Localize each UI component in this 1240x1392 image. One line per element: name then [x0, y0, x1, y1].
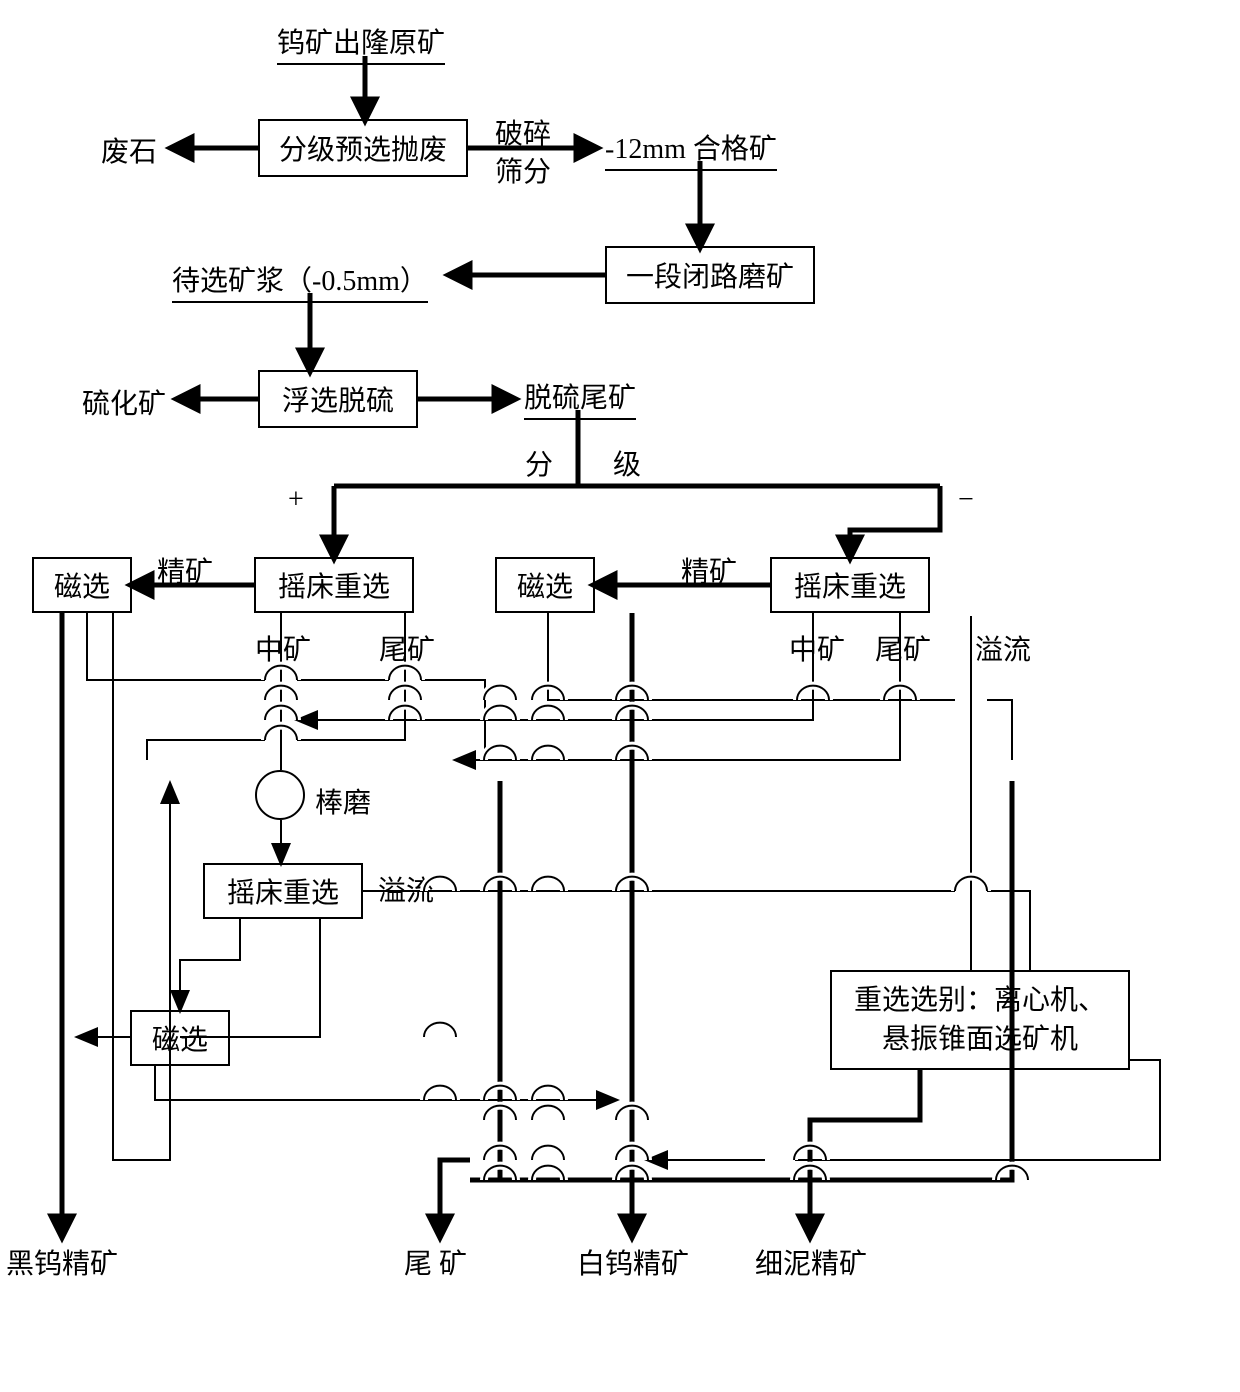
mag2-box: 磁选	[495, 557, 595, 613]
wei2-label: 尾矿	[875, 628, 931, 668]
rod-mill-circle	[255, 770, 305, 820]
out-fine-label: 细泥精矿	[755, 1242, 867, 1282]
zhong1-label: 中矿	[255, 628, 311, 668]
flowchart-edges	[0, 0, 1240, 1392]
grind1-box: 一段闭路磨矿	[605, 246, 815, 304]
overflow2-label: 溢流	[378, 869, 434, 909]
shake1-box: 摇床重选	[254, 557, 414, 613]
out-white-label: 白钨精矿	[577, 1242, 689, 1282]
pulp-label: 待选矿浆（-0.5mm）	[172, 259, 428, 303]
preselect-box: 分级预选抛废	[258, 119, 468, 177]
flowchart-canvas: 钨矿出隆原矿 -12mm 合格矿 待选矿浆（-0.5mm） 脱硫尾矿 分级预选抛…	[0, 0, 1240, 1392]
sieve-label: 筛分	[495, 150, 551, 190]
desulf-tail-label: 脱硫尾矿	[524, 376, 636, 420]
waste-rock-label: 废石	[101, 130, 157, 170]
out-tail-label: 尾 矿	[404, 1242, 467, 1282]
raw-ore-label: 钨矿出隆原矿	[277, 21, 445, 65]
overflow-label: 溢流	[975, 628, 1031, 668]
shake2-box: 摇床重选	[770, 557, 930, 613]
mag1-box: 磁选	[32, 557, 132, 613]
jing1-label: 精矿	[157, 550, 213, 590]
wei1-label: 尾矿	[379, 628, 435, 668]
sulfide-label: 硫化矿	[82, 382, 166, 422]
out-black-label: 黑钨精矿	[6, 1242, 118, 1282]
plus-label: +	[288, 484, 304, 516]
minus-label: −	[958, 484, 974, 516]
mag3-box: 磁选	[130, 1010, 230, 1066]
crush-label: 破碎	[495, 112, 551, 152]
shake3-box: 摇床重选	[203, 863, 363, 919]
class-left-label: 分	[525, 443, 553, 483]
grav-sep-box: 重选选别：离心机、 悬振锥面选矿机	[830, 970, 1130, 1070]
zhong2-label: 中矿	[789, 628, 845, 668]
qualified-ore-label: -12mm 合格矿	[605, 127, 777, 171]
rod-mill-label: 棒磨	[315, 781, 371, 821]
jing2-label: 精矿	[681, 550, 737, 590]
float-desulf-box: 浮选脱硫	[258, 370, 418, 428]
class-right-label: 级	[613, 443, 641, 483]
